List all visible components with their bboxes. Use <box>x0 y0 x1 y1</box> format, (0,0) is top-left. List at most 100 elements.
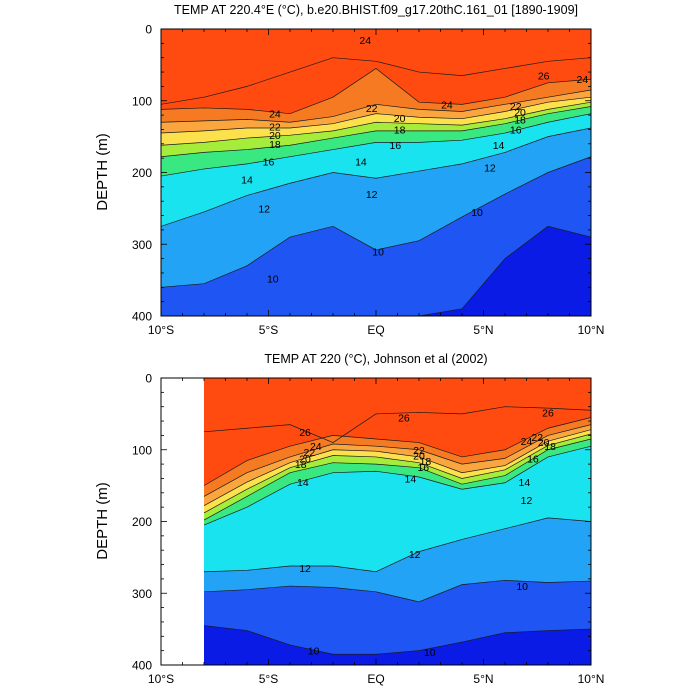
isotherm-line <box>161 156 591 288</box>
contour-label: 20 <box>299 453 311 465</box>
x-tick-label: EQ <box>367 672 384 686</box>
y-tick-label: 200 <box>132 166 152 180</box>
temperature-band <box>161 226 591 316</box>
contour-label: 12 <box>299 563 311 575</box>
contour-label: 18 <box>420 456 432 468</box>
contour-label: 14 <box>405 473 417 485</box>
x-tick-label: 5°N <box>473 323 493 337</box>
contour-label: 22 <box>510 101 522 113</box>
y-tick-label: 400 <box>132 659 152 673</box>
contour-label: 22 <box>269 122 281 134</box>
contour-label: 14 <box>297 477 309 489</box>
x-tick-label: 5°S <box>259 323 278 337</box>
isotherm-line <box>161 89 591 123</box>
isotherm-line <box>161 106 591 158</box>
contour-label: 20 <box>514 107 526 119</box>
contour-label: 24 <box>269 109 281 121</box>
contour-label: 16 <box>510 124 522 136</box>
x-tick-label: EQ <box>367 323 384 337</box>
isotherm-line <box>203 424 591 497</box>
contour-label: 12 <box>409 549 421 561</box>
isotherm-line <box>203 438 591 521</box>
y-axis-label: DEPTH (m) <box>94 482 111 560</box>
contour-label: 12 <box>366 189 378 201</box>
contour-label: 18 <box>394 124 406 136</box>
contour-label: 10 <box>424 647 436 659</box>
contour-label: 20 <box>538 437 550 449</box>
y-tick-label: 400 <box>132 310 152 324</box>
contour-label: 16 <box>263 157 275 169</box>
contour-label: 16 <box>417 462 429 474</box>
contour-label: 22 <box>413 445 425 457</box>
x-tick-label: 10°S <box>148 672 174 686</box>
contour-label: 10 <box>471 207 483 219</box>
contour-label: 16 <box>527 453 539 465</box>
contour-label: 18 <box>544 441 556 453</box>
isotherm-line <box>203 517 591 573</box>
temperature-field: 2424242426222222202020181818161616141414… <box>161 29 591 316</box>
contour-label: 10 <box>267 274 279 286</box>
isotherm-line <box>161 96 591 134</box>
isotherm-line <box>203 579 591 603</box>
panel-title: TEMP AT 220.4°E (°C), b.e20.BHIST.f09_g1… <box>174 3 578 17</box>
isotherm-line <box>203 429 591 507</box>
contour-label: 14 <box>355 157 367 169</box>
contour-label: 26 <box>398 412 410 424</box>
contour-label: 10 <box>516 581 528 593</box>
contour-label: 12 <box>521 495 533 507</box>
temperature-band <box>161 156 591 316</box>
contour-label: 12 <box>258 203 270 215</box>
y-tick-label: 0 <box>145 372 152 386</box>
x-tick-label: 10°N <box>578 323 605 337</box>
isotherm-line <box>161 127 591 227</box>
contour-label: 24 <box>521 436 533 448</box>
contour-label: 18 <box>514 114 526 126</box>
contour-label: 18 <box>269 139 281 151</box>
contour-label: 10 <box>308 646 320 658</box>
contour-label: 14 <box>493 140 505 152</box>
contour-label: 12 <box>484 162 496 174</box>
isotherm-line <box>161 113 591 177</box>
x-tick-label: 10°S <box>148 323 174 337</box>
isotherm-line <box>161 68 591 115</box>
y-tick-label: 300 <box>132 238 152 252</box>
y-tick-label: 200 <box>132 515 152 529</box>
isotherm-line <box>203 445 591 526</box>
y-tick-label: 300 <box>132 587 152 601</box>
contour-label: 24 <box>577 74 589 86</box>
panel-model-section: TEMP AT 220.4°E (°C), b.e20.BHIST.f09_g1… <box>94 3 604 337</box>
x-tick-label: 5°N <box>473 672 493 686</box>
temperature-band <box>204 625 591 665</box>
contour-label: 24 <box>310 441 322 453</box>
contour-label: 18 <box>295 459 307 471</box>
isotherm-line <box>161 57 591 105</box>
contour-label: 24 <box>441 99 453 111</box>
contour-label: 16 <box>390 140 402 152</box>
panel-title: TEMP AT 220 (°C), Johnson et al (2002) <box>264 352 487 366</box>
panel-observed-section: TEMP AT 220 (°C), Johnson et al (2002) D… <box>94 352 604 686</box>
contour-label: 24 <box>359 35 371 47</box>
isotherm-line <box>203 406 591 443</box>
contour-label: 20 <box>394 113 406 125</box>
contour-label: 14 <box>241 175 253 187</box>
contour-label: 22 <box>304 447 316 459</box>
x-tick-label: 10°N <box>578 672 605 686</box>
isotherm-line <box>203 433 591 514</box>
isotherm-line <box>161 225 591 316</box>
y-tick-label: 100 <box>132 94 152 108</box>
contour-label: 20 <box>269 130 281 142</box>
contour-label: 22 <box>366 103 378 115</box>
contour-label: 26 <box>542 407 554 419</box>
y-tick-label: 100 <box>132 443 152 457</box>
contour-label: 22 <box>531 432 543 444</box>
isotherm-line <box>161 101 591 146</box>
isotherm-line <box>203 625 591 655</box>
y-tick-label: 0 <box>145 23 152 37</box>
contour-label: 10 <box>372 246 384 258</box>
contour-label: 26 <box>299 427 311 439</box>
contour-label: 26 <box>538 71 550 83</box>
isotherm-line <box>203 417 591 486</box>
y-axis-label: DEPTH (m) <box>94 133 111 211</box>
